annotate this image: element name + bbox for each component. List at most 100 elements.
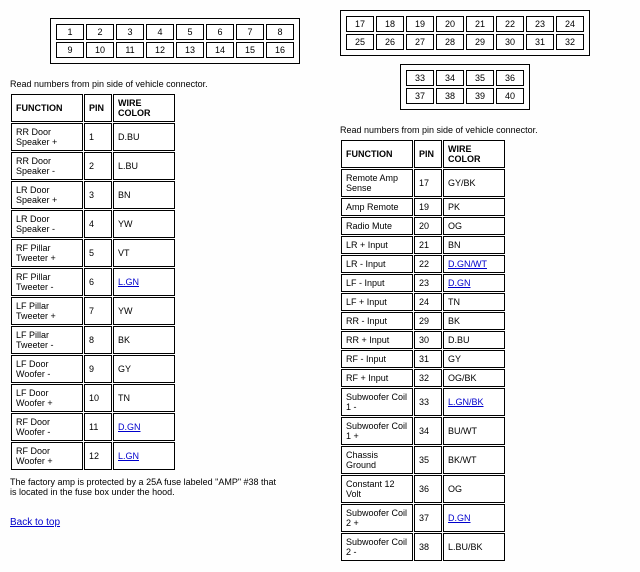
table-row: LF Pillar Tweeter -8BK (11, 326, 175, 354)
function-cell: RF Door Woofer - (11, 413, 83, 441)
pin-cell: 6 (206, 24, 234, 40)
wire-color-cell: BK (113, 326, 175, 354)
function-cell: LF + Input (341, 293, 413, 311)
wire-table-1: FUNCTIONPINWIRE COLORRR Door Speaker +1D… (10, 93, 176, 471)
wire-color-cell[interactable]: D.GN/WT (443, 255, 505, 273)
pin-cell: 16 (266, 42, 294, 58)
pin-cell-table: 1 (84, 123, 112, 151)
pin-cell: 17 (346, 16, 374, 32)
function-cell: RR Door Speaker - (11, 152, 83, 180)
table-header: FUNCTION (341, 140, 413, 168)
pin-cell: 21 (466, 16, 494, 32)
table-row: RR - Input29BK (341, 312, 505, 330)
wire-color-cell: YW (113, 297, 175, 325)
table-row: Subwoofer Coil 2 +37D.GN (341, 504, 505, 532)
wire-color-cell[interactable]: L.GN/BK (443, 388, 505, 416)
wire-color-cell: GY (443, 350, 505, 368)
table-row: RF Pillar Tweeter -6L.GN (11, 268, 175, 296)
table-row: LR + Input21BN (341, 236, 505, 254)
pin-cell: 22 (496, 16, 524, 32)
wire-table-2: FUNCTIONPINWIRE COLORRemote Amp Sense17G… (340, 139, 506, 562)
function-cell: Subwoofer Coil 1 + (341, 417, 413, 445)
function-cell: LR + Input (341, 236, 413, 254)
wire-color-cell[interactable]: D.GN (443, 274, 505, 292)
function-cell: LR Door Speaker - (11, 210, 83, 238)
wire-color-cell: BU/WT (443, 417, 505, 445)
pin-cell-table: 6 (84, 268, 112, 296)
function-cell: LF Pillar Tweeter + (11, 297, 83, 325)
pin-cell: 18 (376, 16, 404, 32)
function-cell: LF Door Woofer - (11, 355, 83, 383)
connector-grid-3: 3334353637383940 (400, 64, 530, 110)
table-row: Chassis Ground35BK/WT (341, 446, 505, 474)
wire-color-cell: YW (113, 210, 175, 238)
pin-cell-table: 31 (414, 350, 442, 368)
pin-cell: 26 (376, 34, 404, 50)
table-header: WIRE COLOR (443, 140, 505, 168)
pin-cell-table: 12 (84, 442, 112, 470)
wire-color-cell: TN (443, 293, 505, 311)
back-to-top-link[interactable]: Back to top (10, 517, 60, 528)
function-cell: RF Pillar Tweeter - (11, 268, 83, 296)
function-cell: RR Door Speaker + (11, 123, 83, 151)
pin-cell: 1 (56, 24, 84, 40)
table-row: RR + Input30D.BU (341, 331, 505, 349)
table-row: LF - Input23D.GN (341, 274, 505, 292)
wire-color-cell[interactable]: L.GN (113, 442, 175, 470)
connector-grid-2: 17181920212223242526272829303132 (340, 10, 590, 56)
function-cell: Subwoofer Coil 2 + (341, 504, 413, 532)
pin-cell-table: 33 (414, 388, 442, 416)
pin-cell: 39 (466, 88, 494, 104)
pin-cell: 27 (406, 34, 434, 50)
pin-cell-table: 34 (414, 417, 442, 445)
wire-color-cell: D.BU (113, 123, 175, 151)
pin-cell: 2 (86, 24, 114, 40)
pin-cell: 5 (176, 24, 204, 40)
table-row: Subwoofer Coil 1 +34BU/WT (341, 417, 505, 445)
pin-cell: 30 (496, 34, 524, 50)
table-header: PIN (414, 140, 442, 168)
pin-cell-table: 23 (414, 274, 442, 292)
function-cell: LF Door Woofer + (11, 384, 83, 412)
wire-color-cell[interactable]: L.GN (113, 268, 175, 296)
wire-color-cell: L.BU (113, 152, 175, 180)
pin-cell-table: 5 (84, 239, 112, 267)
function-cell: Subwoofer Coil 2 - (341, 533, 413, 561)
table-row: RF Door Woofer +12L.GN (11, 442, 175, 470)
pin-cell-table: 37 (414, 504, 442, 532)
wire-color-cell: TN (113, 384, 175, 412)
wire-color-cell: VT (113, 239, 175, 267)
wire-color-cell: OG (443, 217, 505, 235)
read-note-1: Read numbers from pin side of vehicle co… (10, 79, 300, 89)
pin-cell-table: 3 (84, 181, 112, 209)
pin-cell: 12 (146, 42, 174, 58)
pin-cell: 20 (436, 16, 464, 32)
pin-cell: 32 (556, 34, 584, 50)
function-cell: Subwoofer Coil 1 - (341, 388, 413, 416)
pin-cell-table: 2 (84, 152, 112, 180)
wire-color-cell: GY/BK (443, 169, 505, 197)
pin-cell: 19 (406, 16, 434, 32)
function-cell: LR Door Speaker + (11, 181, 83, 209)
table-row: LF Door Woofer -9GY (11, 355, 175, 383)
table-row: LR - Input22D.GN/WT (341, 255, 505, 273)
left-column: 12345678910111213141516 Read numbers fro… (10, 10, 300, 562)
pin-cell: 37 (406, 88, 434, 104)
wire-color-cell: PK (443, 198, 505, 216)
pin-cell-table: 24 (414, 293, 442, 311)
function-cell: Remote Amp Sense (341, 169, 413, 197)
table-header: FUNCTION (11, 94, 83, 122)
pin-cell-table: 20 (414, 217, 442, 235)
table-row: LF + Input24TN (341, 293, 505, 311)
table-row: RF Pillar Tweeter +5VT (11, 239, 175, 267)
wire-color-cell[interactable]: D.GN (443, 504, 505, 532)
pin-cell: 38 (436, 88, 464, 104)
pin-cell: 14 (206, 42, 234, 58)
table-header: PIN (84, 94, 112, 122)
pin-cell-table: 4 (84, 210, 112, 238)
wire-color-cell[interactable]: D.GN (113, 413, 175, 441)
pin-cell: 36 (496, 70, 524, 86)
function-cell: Chassis Ground (341, 446, 413, 474)
pin-cell-table: 32 (414, 369, 442, 387)
wire-color-cell: BN (113, 181, 175, 209)
